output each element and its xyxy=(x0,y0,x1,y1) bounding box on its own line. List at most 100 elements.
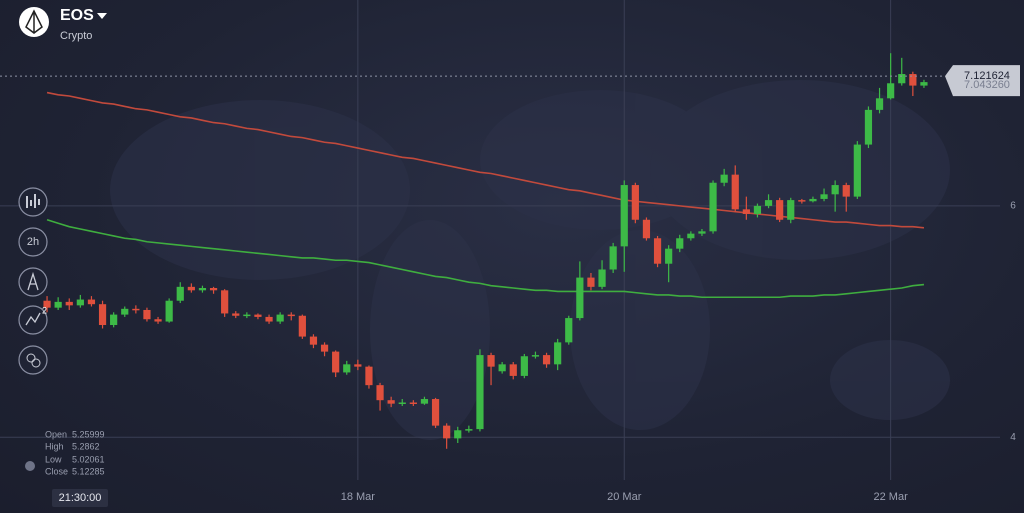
candle-body xyxy=(365,366,373,386)
candle-body xyxy=(676,238,684,249)
interval-button[interactable] xyxy=(18,227,48,257)
candle-body xyxy=(742,209,750,214)
candle-body xyxy=(354,364,362,367)
candle-body xyxy=(631,185,639,220)
candle-body xyxy=(254,314,262,317)
indicator-badge: 2 xyxy=(42,305,47,315)
candle-body xyxy=(165,300,173,322)
candle-body xyxy=(132,308,140,311)
candle-body xyxy=(898,74,906,84)
candle-body xyxy=(809,198,817,202)
candle-body xyxy=(764,200,773,206)
candle-body xyxy=(198,288,207,291)
candle-body xyxy=(387,400,395,404)
x-tick-label: 18 Mar xyxy=(341,491,376,503)
price-label: 7.121624 xyxy=(964,70,1010,82)
chart-type-button[interactable] xyxy=(18,187,48,217)
candle-body xyxy=(864,109,873,145)
candle-body xyxy=(842,185,850,197)
candle-body xyxy=(520,356,528,376)
candle-body xyxy=(121,308,129,315)
candle-body xyxy=(409,402,417,405)
asset-dropdown[interactable] xyxy=(97,13,107,19)
candle-body xyxy=(565,318,573,343)
candle-body xyxy=(665,248,673,264)
info-label: High xyxy=(45,441,64,451)
candle-body xyxy=(787,200,795,220)
candle-body xyxy=(853,144,861,197)
settings-icon xyxy=(26,353,36,363)
candle-body xyxy=(54,301,62,308)
candle-body xyxy=(831,185,839,195)
candle-body xyxy=(298,315,306,337)
candle-body xyxy=(209,288,218,291)
candle-body xyxy=(875,98,884,110)
candle-body xyxy=(443,425,451,439)
time-box xyxy=(52,489,108,507)
help-icon[interactable] xyxy=(25,461,35,471)
candle-body xyxy=(232,313,240,316)
candle-body xyxy=(43,300,51,308)
info-value: 5.25999 xyxy=(72,429,105,439)
candle-body xyxy=(154,319,162,322)
candle-body xyxy=(720,174,728,183)
info-value: 5.02061 xyxy=(72,454,105,464)
candle-body xyxy=(320,344,329,352)
candle-body xyxy=(920,82,928,86)
candle-body xyxy=(454,430,462,439)
candle-body xyxy=(598,269,606,287)
candle-body xyxy=(98,304,107,326)
candle-body xyxy=(431,399,440,426)
candle-body xyxy=(531,355,540,357)
candle-body xyxy=(143,309,151,320)
candle-body xyxy=(221,290,229,314)
candle-body xyxy=(709,182,717,232)
candle-body xyxy=(542,355,551,365)
expiry-time: 21:30:00 xyxy=(59,492,102,504)
candle-body xyxy=(465,429,473,431)
candle-body xyxy=(287,314,295,317)
candle-body xyxy=(398,402,406,405)
candle-body xyxy=(276,314,284,322)
candle-body xyxy=(243,314,251,317)
candle-body xyxy=(65,301,73,306)
info-value: 5.2862 xyxy=(72,441,100,451)
candle-body xyxy=(76,299,84,306)
candle-body xyxy=(343,364,351,373)
interval-label: 2h xyxy=(27,236,39,248)
asset-category: Crypto xyxy=(60,30,92,42)
candle-body xyxy=(653,238,662,264)
candle-body xyxy=(332,351,340,373)
info-label: Open xyxy=(45,429,67,439)
candle-body xyxy=(776,200,784,220)
info-value: 5.12285 xyxy=(72,466,105,476)
candle-body xyxy=(110,314,118,326)
candle-body xyxy=(731,174,739,210)
candle-body xyxy=(498,364,506,372)
asset-name[interactable]: EOS xyxy=(60,7,94,24)
candle-body xyxy=(476,355,484,430)
candle-body xyxy=(576,277,584,319)
candle-body xyxy=(554,342,562,365)
candle-body xyxy=(176,286,184,301)
candle-body xyxy=(609,246,617,270)
candle-body xyxy=(887,83,895,99)
settings-icon xyxy=(31,358,41,368)
candle-body xyxy=(487,355,495,367)
candle-body xyxy=(820,194,828,199)
candle-body xyxy=(187,286,195,291)
indicator-icon xyxy=(25,312,41,326)
candle-body xyxy=(909,74,917,86)
price-tag xyxy=(945,65,1020,97)
candle-body xyxy=(87,299,96,305)
y-tick-label: 6 xyxy=(1010,201,1016,212)
candle-body xyxy=(642,219,651,239)
drawing-icon xyxy=(27,271,39,291)
candle-body xyxy=(587,277,595,287)
asset-logo-mark xyxy=(25,9,43,34)
moving-average-line xyxy=(46,218,925,299)
candle-body xyxy=(420,399,429,404)
drawing-button[interactable] xyxy=(18,267,48,297)
